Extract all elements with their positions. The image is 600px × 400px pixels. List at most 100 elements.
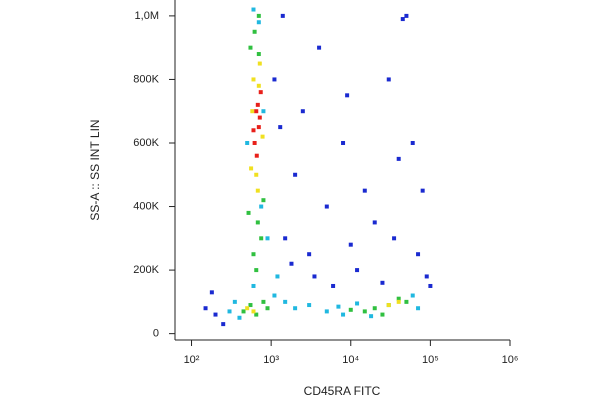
point bbox=[248, 45, 253, 50]
point bbox=[420, 188, 425, 193]
point bbox=[336, 304, 341, 309]
point bbox=[410, 293, 415, 298]
point bbox=[256, 13, 261, 18]
point bbox=[237, 315, 242, 320]
point bbox=[424, 274, 429, 279]
point bbox=[362, 309, 367, 314]
point bbox=[404, 13, 409, 18]
y-tick-label: 1,0M bbox=[135, 10, 159, 22]
point bbox=[261, 198, 266, 203]
point bbox=[254, 312, 259, 317]
point bbox=[254, 172, 259, 177]
point bbox=[386, 77, 391, 82]
point bbox=[241, 309, 246, 314]
y-axis-label: SS-A :: SS INT LIN bbox=[88, 119, 102, 220]
point bbox=[396, 156, 401, 161]
point bbox=[372, 220, 377, 225]
point bbox=[254, 268, 259, 273]
point bbox=[257, 115, 262, 120]
point bbox=[396, 296, 401, 301]
y-tick-label: 200K bbox=[133, 264, 159, 276]
point bbox=[380, 312, 385, 317]
point bbox=[254, 153, 259, 158]
point bbox=[312, 274, 317, 279]
point bbox=[307, 252, 312, 257]
y-tick-label: 600K bbox=[133, 137, 159, 149]
x-tick-label: 10⁵ bbox=[422, 354, 439, 366]
point bbox=[256, 52, 261, 57]
point bbox=[203, 306, 208, 311]
point bbox=[410, 140, 415, 145]
point bbox=[355, 301, 360, 306]
point bbox=[348, 242, 353, 247]
point bbox=[324, 309, 329, 314]
point bbox=[289, 261, 294, 266]
point bbox=[265, 306, 270, 311]
point bbox=[209, 290, 214, 295]
point bbox=[355, 268, 360, 273]
point bbox=[265, 236, 270, 241]
x-tick-label: 10⁶ bbox=[502, 354, 519, 366]
point bbox=[280, 13, 285, 18]
point bbox=[261, 299, 266, 304]
point bbox=[272, 293, 277, 298]
point bbox=[380, 280, 385, 285]
point bbox=[259, 236, 264, 241]
point bbox=[251, 283, 256, 288]
point bbox=[245, 140, 250, 145]
point bbox=[246, 210, 251, 215]
point bbox=[249, 166, 254, 171]
point bbox=[307, 303, 312, 308]
y-tick-label: 800K bbox=[133, 73, 159, 85]
point bbox=[283, 299, 288, 304]
point bbox=[272, 77, 277, 82]
y-tick-label: 400K bbox=[133, 200, 159, 212]
y-tick-label: 0 bbox=[153, 328, 159, 340]
point bbox=[341, 140, 346, 145]
x-tick-label: 10² bbox=[184, 354, 200, 366]
point bbox=[404, 299, 409, 304]
point bbox=[386, 303, 391, 308]
point bbox=[369, 314, 374, 319]
point bbox=[428, 283, 433, 288]
point bbox=[275, 274, 280, 279]
point bbox=[255, 220, 260, 225]
point bbox=[256, 83, 261, 88]
point bbox=[255, 102, 260, 107]
point bbox=[251, 7, 256, 12]
point bbox=[293, 172, 298, 177]
point bbox=[213, 312, 218, 317]
point bbox=[248, 303, 253, 308]
point bbox=[331, 283, 336, 288]
point bbox=[324, 204, 329, 209]
point bbox=[392, 236, 397, 241]
point bbox=[261, 109, 266, 114]
point bbox=[278, 125, 283, 130]
point bbox=[400, 17, 405, 22]
point bbox=[251, 128, 256, 133]
point bbox=[345, 93, 350, 98]
point bbox=[416, 306, 421, 311]
point bbox=[252, 140, 257, 145]
point bbox=[252, 29, 257, 34]
point bbox=[416, 252, 421, 257]
point bbox=[255, 188, 260, 193]
point bbox=[362, 188, 367, 193]
point bbox=[250, 109, 255, 114]
point bbox=[257, 61, 262, 66]
point bbox=[259, 204, 264, 209]
point bbox=[254, 109, 259, 114]
x-tick-label: 10⁴ bbox=[342, 354, 359, 366]
point bbox=[232, 299, 237, 304]
point bbox=[245, 306, 250, 311]
point bbox=[300, 109, 305, 114]
x-tick-label: 10³ bbox=[263, 354, 279, 366]
point bbox=[221, 322, 226, 327]
point bbox=[283, 236, 288, 241]
point bbox=[396, 299, 401, 304]
point bbox=[293, 306, 298, 311]
point bbox=[251, 77, 256, 82]
point bbox=[258, 90, 263, 95]
point bbox=[260, 134, 265, 139]
